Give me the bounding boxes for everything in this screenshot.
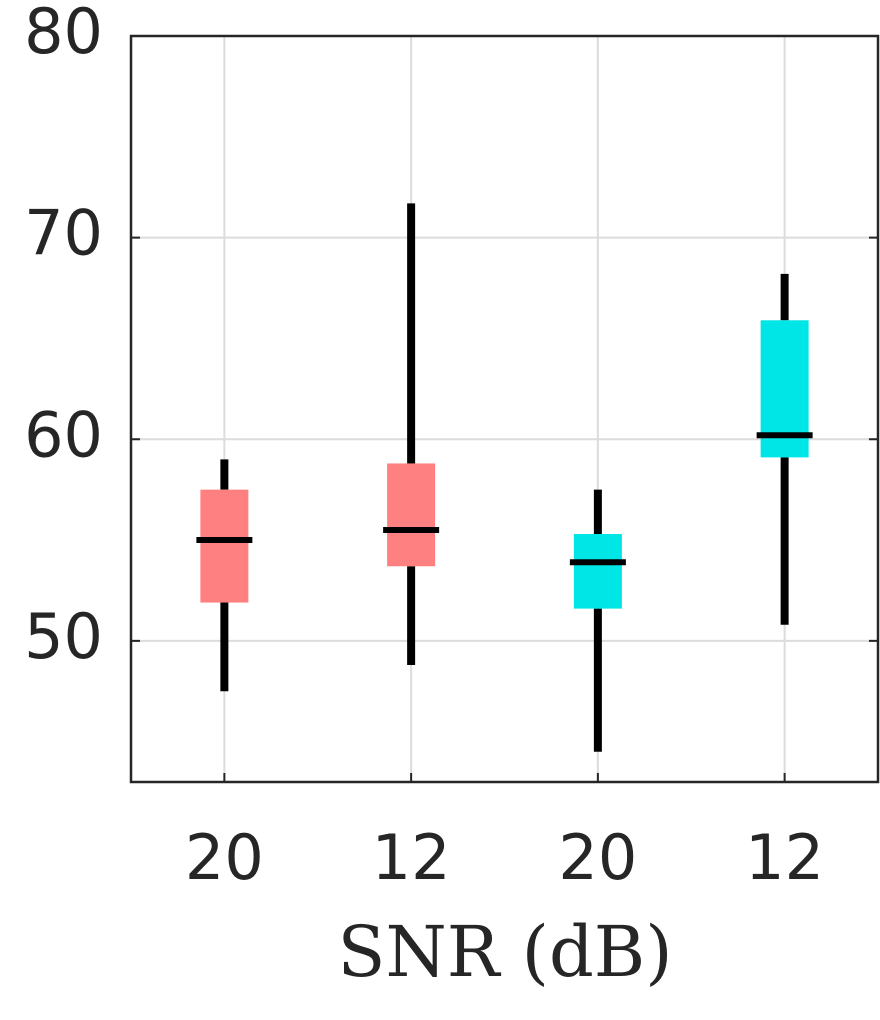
box: [573, 534, 622, 609]
y-tick-label: 60: [24, 398, 103, 471]
x-tick-label: 12: [372, 821, 451, 894]
x-axis-label: SNR (dB): [337, 911, 672, 993]
plot-frame: [129, 34, 880, 784]
y-tick-label: 70: [24, 197, 103, 270]
y-tick-label: 50: [24, 600, 103, 673]
y-tick-label: 80: [24, 0, 103, 68]
x-tick-label: 12: [745, 821, 824, 894]
x-tick-label: 20: [558, 821, 637, 894]
x-tick-label: 20: [185, 821, 264, 894]
box: [387, 463, 436, 567]
box: [200, 489, 249, 603]
